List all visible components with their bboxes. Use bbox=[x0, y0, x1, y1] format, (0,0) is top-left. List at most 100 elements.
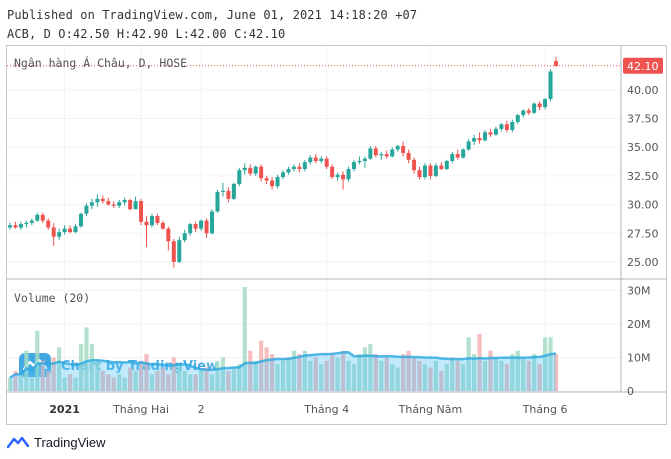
candle-body bbox=[199, 220, 204, 229]
volume-ma-line bbox=[9, 351, 557, 379]
volume-bar bbox=[128, 367, 133, 391]
volume-bar bbox=[78, 344, 84, 391]
volume-bar bbox=[482, 360, 488, 391]
candle-body bbox=[100, 198, 105, 202]
candle-body bbox=[106, 201, 111, 205]
volume-bar bbox=[73, 377, 78, 391]
candle-body bbox=[166, 228, 171, 242]
volume-bar bbox=[291, 350, 297, 391]
volume-bar bbox=[286, 357, 291, 391]
candle-body bbox=[455, 154, 460, 158]
volume-bar bbox=[204, 367, 209, 391]
volume-bar bbox=[450, 357, 455, 391]
volume-bar bbox=[182, 370, 187, 391]
candle-body bbox=[259, 166, 264, 179]
candle-body bbox=[319, 158, 324, 161]
candle-body bbox=[24, 222, 29, 225]
chart-svg[interactable]: Chart by TradingView42.1025.0027.5030.00… bbox=[7, 46, 666, 424]
volume-bar bbox=[510, 354, 515, 391]
volume-bar bbox=[504, 364, 509, 391]
volume-bar bbox=[406, 350, 411, 391]
candle-body bbox=[504, 124, 509, 131]
volume-bar bbox=[89, 344, 94, 391]
volume-bar bbox=[62, 377, 67, 391]
price-tick-label: 30.00 bbox=[627, 199, 659, 212]
candle-body bbox=[548, 71, 553, 100]
volume-bar bbox=[160, 367, 165, 391]
volume-bar bbox=[111, 377, 116, 391]
volume-bar bbox=[444, 364, 449, 391]
candle-body bbox=[537, 103, 542, 108]
candle-body bbox=[351, 162, 356, 170]
candle-body bbox=[270, 180, 275, 187]
volume-bar bbox=[35, 330, 40, 391]
candle-body bbox=[515, 115, 520, 122]
candle-body bbox=[302, 162, 307, 170]
volume-bar bbox=[330, 354, 335, 391]
candle-body bbox=[73, 226, 78, 233]
volume-bar bbox=[368, 344, 373, 391]
time-tick-label: Tháng Năm bbox=[398, 403, 463, 416]
candle-body bbox=[128, 199, 133, 210]
candle-body bbox=[160, 222, 165, 229]
candle-body bbox=[532, 103, 537, 113]
candle-body bbox=[281, 172, 285, 178]
tradingview-brand[interactable]: TradingView bbox=[7, 432, 106, 452]
candle-body bbox=[188, 224, 193, 234]
volume-bar bbox=[401, 354, 406, 391]
volume-bar bbox=[117, 374, 122, 391]
candle-body bbox=[526, 110, 531, 113]
candle-body bbox=[231, 183, 236, 199]
volume-bar bbox=[242, 287, 247, 391]
last-price-label: 42.10 bbox=[627, 60, 659, 73]
volume-bar bbox=[297, 354, 302, 391]
volume-bar bbox=[390, 364, 395, 391]
candle-body bbox=[51, 227, 56, 237]
candle-body bbox=[384, 154, 389, 157]
volume-bar bbox=[515, 350, 520, 391]
chart-frame[interactable]: Chart by TradingView42.1025.0027.5030.00… bbox=[6, 45, 667, 425]
volume-bar bbox=[259, 340, 264, 391]
volume-bar bbox=[51, 357, 56, 391]
candle-body bbox=[368, 148, 373, 159]
volume-bar bbox=[493, 357, 499, 391]
candle-body bbox=[357, 160, 362, 163]
candle-body bbox=[275, 177, 280, 187]
candle-body bbox=[395, 146, 400, 150]
candle-body bbox=[78, 213, 83, 227]
candle-body bbox=[248, 167, 253, 174]
price-tick-label: 40.00 bbox=[627, 84, 659, 97]
volume-bar bbox=[417, 360, 422, 391]
volume-bar bbox=[155, 370, 160, 391]
candle-body bbox=[46, 220, 51, 228]
time-tick-label: 2021 bbox=[49, 403, 80, 416]
volume-bar bbox=[84, 327, 89, 391]
candle-body bbox=[483, 132, 488, 141]
volume-bar bbox=[308, 360, 313, 391]
volume-bar bbox=[553, 354, 559, 391]
candle-body bbox=[215, 191, 220, 212]
volume-bar bbox=[57, 347, 62, 391]
candle-body bbox=[264, 178, 269, 181]
volume-ma-area bbox=[10, 352, 556, 391]
last-price-badge bbox=[623, 57, 663, 74]
time-tick-label: Tháng Hai bbox=[112, 403, 169, 416]
volume-bar bbox=[67, 374, 73, 391]
volume-bar bbox=[357, 354, 362, 391]
volume-bar bbox=[209, 374, 215, 391]
volume-bar bbox=[532, 354, 537, 391]
volume-bar bbox=[499, 360, 504, 391]
candle-body bbox=[488, 132, 493, 135]
candle-body bbox=[450, 154, 455, 161]
volume-bar bbox=[461, 364, 466, 391]
volume-tick-label: 0 bbox=[627, 385, 634, 398]
volume-bar bbox=[133, 370, 138, 391]
volume-tick-label: 10M bbox=[627, 351, 651, 364]
price-tick-label: 35.00 bbox=[627, 141, 659, 154]
volume-bar bbox=[199, 370, 204, 391]
candle-body bbox=[144, 221, 149, 226]
volume-bar bbox=[542, 337, 548, 391]
candle-body bbox=[554, 61, 558, 66]
price-tick-label: 27.50 bbox=[627, 227, 659, 240]
candle-body bbox=[133, 201, 138, 210]
